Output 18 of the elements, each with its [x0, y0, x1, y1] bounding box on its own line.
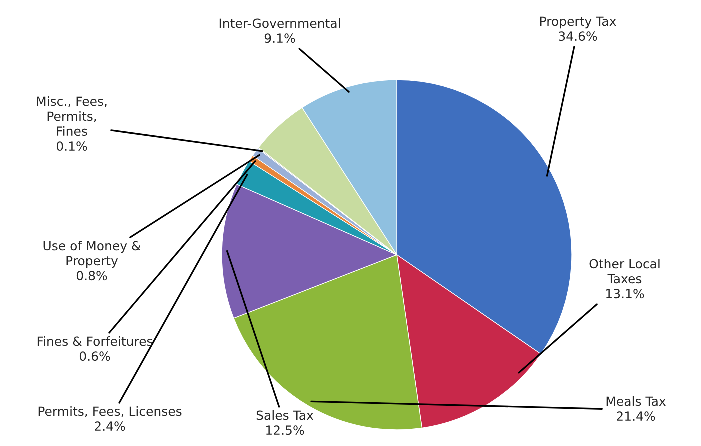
data-label: 12.5%: [266, 426, 304, 436]
slice-label: Inter-Governmental: [220, 18, 340, 28]
slice-label: Sales Tax: [256, 410, 314, 420]
slice-label: Other Local Taxes: [590, 259, 660, 284]
slice-label: Meals Tax: [606, 396, 666, 406]
data-label: 13.1%: [606, 289, 644, 299]
data-label: 0.6%: [80, 352, 110, 362]
slice-label: Fines & Forfeitures: [38, 336, 153, 346]
data-label: 0.8%: [76, 271, 108, 281]
data-label: 2.4%: [95, 422, 126, 432]
slice-label: Property Tax: [540, 16, 616, 29]
data-label: 34.6%: [559, 32, 598, 42]
data-label: 9.1%: [264, 34, 296, 44]
data-label: 0.1%: [56, 142, 88, 152]
slice-label: Misc., Fees, Permits, Fines: [37, 96, 107, 136]
slice-label: Permits, Fees, Licenses: [38, 406, 182, 418]
slice-label: Use of Money & Property: [44, 241, 141, 268]
data-label: 21.4%: [617, 412, 656, 422]
